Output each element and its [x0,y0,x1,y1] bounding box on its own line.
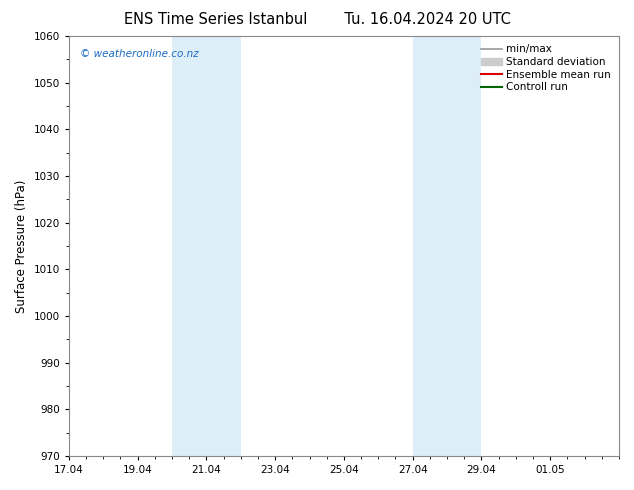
Text: ENS Time Series Istanbul        Tu. 16.04.2024 20 UTC: ENS Time Series Istanbul Tu. 16.04.2024 … [124,12,510,27]
Legend: min/max, Standard deviation, Ensemble mean run, Controll run: min/max, Standard deviation, Ensemble me… [478,41,614,96]
Bar [172,36,241,456]
Y-axis label: Surface Pressure (hPa): Surface Pressure (hPa) [15,179,28,313]
Text: © weatheronline.co.nz: © weatheronline.co.nz [80,49,198,59]
Bar [413,36,481,456]
